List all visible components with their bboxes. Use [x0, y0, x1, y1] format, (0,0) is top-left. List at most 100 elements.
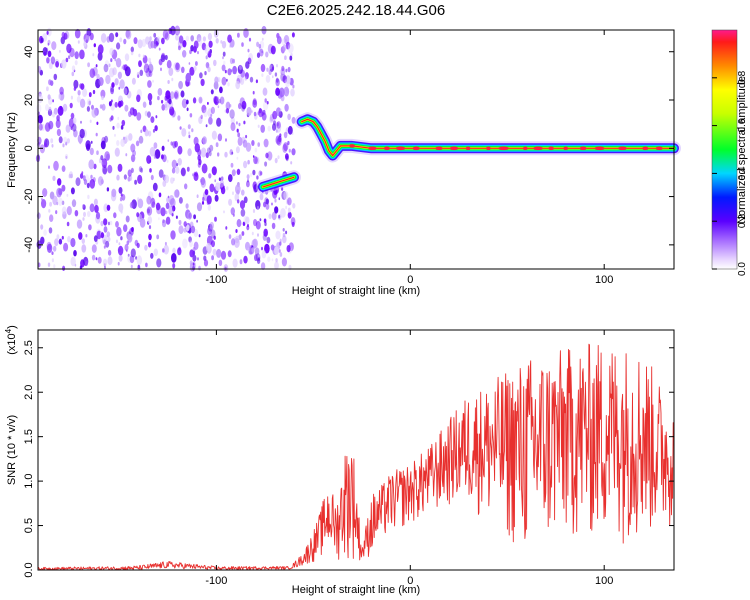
noise-blob: [58, 188, 63, 196]
snr-multiplier-exponent: 4: [4, 328, 13, 333]
noise-blob: [164, 241, 167, 246]
noise-blob: [189, 240, 193, 248]
noise-blob: [186, 107, 189, 112]
noise-blob: [50, 80, 54, 86]
noise-blob: [70, 95, 73, 100]
noise-blob: [79, 98, 86, 109]
noise-blob: [243, 196, 248, 204]
noise-blob: [196, 219, 198, 223]
noise-blob: [260, 171, 263, 176]
noise-blob: [197, 37, 203, 46]
noise-blob: [246, 174, 250, 180]
noise-blob: [181, 66, 185, 74]
noise-blob: [106, 36, 111, 43]
y-tick-label: 1.5: [23, 429, 35, 444]
noise-blob: [66, 221, 70, 227]
noise-blob: [274, 261, 279, 270]
snr-frame: [37, 329, 675, 571]
noise-blob: [108, 101, 112, 107]
noise-blob: [171, 213, 174, 217]
signal-peak: [548, 146, 554, 151]
noise-blob: [83, 41, 87, 47]
noise-blob: [131, 227, 134, 232]
noise-blob: [211, 240, 215, 248]
noise-blob: [281, 257, 287, 267]
noise-blob: [132, 107, 135, 111]
noise-blob: [259, 48, 264, 57]
noise-blob: [46, 241, 52, 251]
signal-trace-layer: [262, 176, 295, 188]
noise-blob: [92, 53, 95, 57]
noise-blob: [275, 77, 279, 83]
noise-blob: [239, 200, 246, 210]
noise-blob: [118, 242, 121, 246]
noise-blob: [156, 234, 160, 240]
noise-blob: [202, 136, 207, 145]
noise-blob: [150, 202, 155, 208]
signal-peak: [594, 146, 605, 151]
noise-blob: [219, 180, 225, 188]
noise-blob: [79, 83, 83, 89]
noise-blob: [214, 216, 217, 222]
noise-blob: [153, 248, 158, 257]
noise-blob: [235, 184, 241, 195]
noise-blob: [205, 152, 209, 159]
noise-blob: [260, 124, 266, 133]
noise-blob: [147, 111, 151, 118]
noise-blob: [80, 120, 82, 124]
noise-blob: [122, 64, 126, 71]
noise-blob: [186, 166, 190, 172]
noise-blob: [225, 101, 231, 111]
noise-blob: [247, 247, 250, 252]
noise-blob: [145, 262, 148, 268]
noise-blob: [140, 129, 143, 134]
noise-blob: [200, 178, 207, 188]
noise-blob: [95, 64, 98, 68]
noise-blob: [216, 248, 222, 258]
noise-blob: [60, 36, 65, 45]
noise-blob: [150, 174, 154, 181]
noise-blob: [282, 44, 287, 52]
noise-blob: [245, 61, 250, 69]
noise-blob: [275, 129, 278, 133]
noise-blob: [170, 198, 176, 208]
noise-blob: [83, 211, 86, 217]
noise-blob: [114, 147, 120, 157]
noise-blob: [276, 36, 282, 45]
noise-blob: [278, 135, 282, 143]
noise-blob: [79, 265, 83, 270]
noise-blob: [65, 57, 69, 63]
noise-blob: [263, 201, 267, 208]
noise-blob: [241, 105, 246, 112]
noise-blob: [262, 87, 268, 96]
noise-blob: [185, 72, 192, 83]
noise-blob: [116, 122, 120, 129]
noise-blob: [191, 128, 194, 133]
noise-blob: [148, 70, 153, 77]
noise-blob: [48, 62, 53, 70]
noise-blob: [183, 221, 187, 227]
noise-blob: [274, 157, 278, 164]
noise-blob: [85, 234, 88, 238]
y-tick-label: 0.5: [23, 518, 35, 533]
noise-blob: [207, 50, 212, 58]
noise-blob: [267, 256, 271, 263]
noise-blob: [61, 184, 66, 192]
noise-blob: [150, 116, 155, 123]
noise-blob: [79, 49, 85, 60]
noise-blob: [59, 49, 61, 53]
snr-panel: -100 0 100 0.0 0.5 1.0 1.5 2.0 2.5 Height of str…: [4, 325, 675, 596]
noise-blob: [171, 167, 176, 174]
noise-blob: [189, 113, 193, 118]
noise-blob: [273, 120, 277, 126]
signal-peak: [449, 146, 459, 151]
noise-blob: [265, 198, 270, 205]
noise-blob: [239, 65, 242, 70]
noise-blob: [227, 82, 230, 87]
noise-blob: [256, 175, 259, 180]
noise-blob: [127, 253, 130, 257]
noise-blob: [116, 140, 120, 146]
noise-blob: [272, 110, 278, 120]
noise-blob: [71, 65, 76, 72]
noise-blob: [253, 219, 258, 227]
